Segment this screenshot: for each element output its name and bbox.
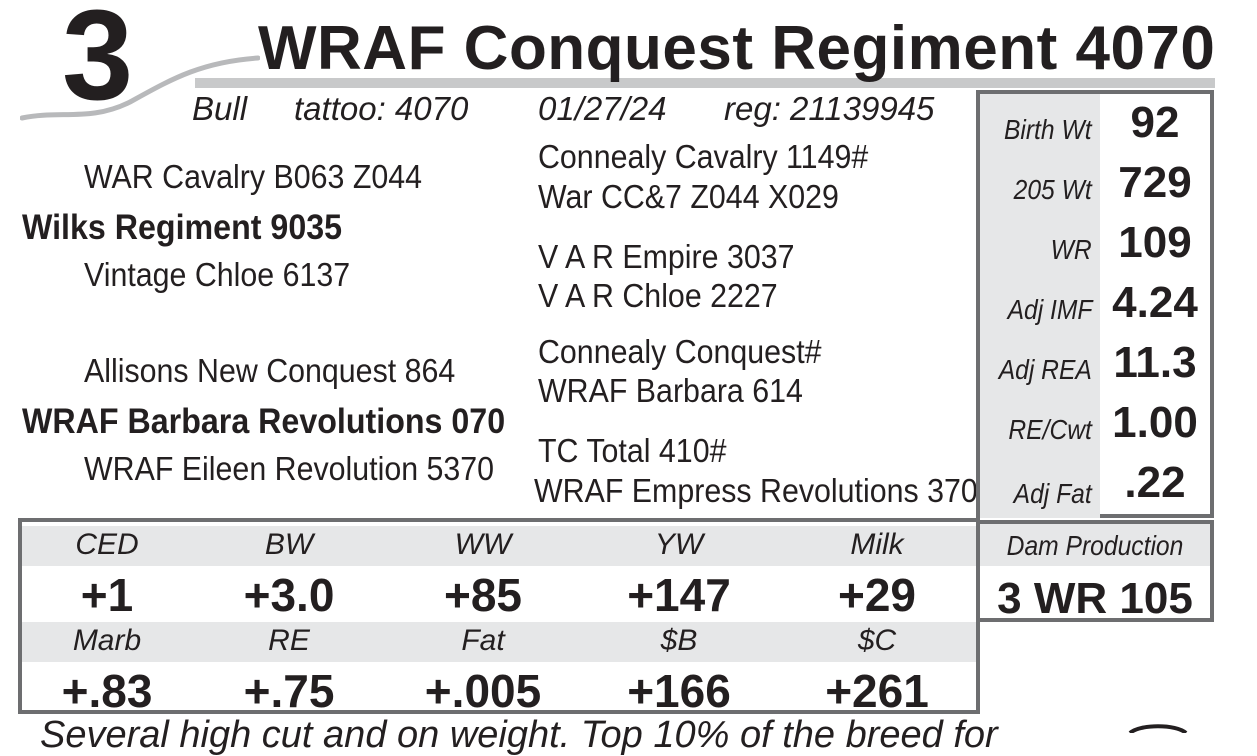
- pedigree-ss-dam: War CC&7 Z044 X029: [538, 178, 839, 215]
- epd-label-milk: Milk: [850, 528, 904, 561]
- stat-row-birth-wt: Birth Wt 92: [980, 94, 1210, 154]
- stat-label: WR: [1050, 234, 1092, 265]
- birth-date: 01/27/24: [538, 90, 667, 127]
- pedigree-sire-dam: Vintage Chloe 6137: [84, 256, 351, 293]
- epd-label-marb: Marb: [72, 624, 142, 657]
- stat-value: 1.00: [1112, 398, 1198, 447]
- epd-box: CED BW WW YW Milk +1 +3.0 +85 +147 +29 M…: [18, 518, 980, 717]
- pedigree-sd-sire: V A R Empire 3037: [538, 238, 795, 275]
- tattoo: tattoo: 4070: [294, 90, 469, 127]
- stat-value: .22: [1124, 458, 1186, 507]
- pedigree-dd-sire: TC Total 410#: [538, 432, 727, 469]
- epd-label-ww: WW: [454, 528, 512, 561]
- pedigree-sire-sire: WAR Cavalry B063 Z044: [84, 158, 423, 195]
- pedigree-ds-dam: WRAF Barbara 614: [538, 372, 803, 409]
- epd-value-bw: +3.0: [243, 569, 335, 621]
- epd-label-c: $C: [857, 624, 897, 657]
- pedigree-dam-sire: Allisons New Conquest 864: [84, 352, 456, 389]
- stat-value: 729: [1118, 158, 1192, 207]
- stat-label: 205 Wt: [1013, 174, 1092, 205]
- pedigree-ds-sire: Connealy Conquest#: [538, 333, 822, 370]
- logo-icon: [1128, 724, 1188, 733]
- swoosh-decoration: [20, 55, 260, 121]
- registration: reg: 21139945: [724, 90, 935, 127]
- epd-value-milk: +29: [837, 569, 917, 621]
- pedigree-dam-dam: WRAF Eileen Revolution 5370: [84, 450, 495, 487]
- stat-value: 109: [1118, 218, 1192, 267]
- stat-label: Birth Wt: [1004, 114, 1092, 145]
- dam-production-label: Dam Production: [1006, 530, 1184, 561]
- stat-row-adj-rea: Adj REA 11.3: [980, 334, 1210, 394]
- stat-row-adj-fat: Adj Fat .22: [980, 454, 1210, 518]
- title-rule: [195, 78, 1215, 88]
- stat-row-wr: WR 109: [980, 214, 1210, 274]
- stat-label: Adj REA: [998, 354, 1092, 385]
- lot-number: 3: [62, 0, 133, 127]
- pedigree-sire: Wilks Regiment 9035: [22, 208, 343, 247]
- epd-label-fat: Fat: [461, 624, 505, 657]
- stat-label: Adj Fat: [1013, 478, 1092, 509]
- stat-value: 92: [1130, 98, 1180, 147]
- epd-value-c: +261: [825, 665, 929, 717]
- dam-production-value: 3 WR 105: [997, 574, 1193, 623]
- stat-value: 4.24: [1112, 278, 1198, 327]
- pedigree-dam: WRAF Barbara Revolutions 070: [22, 402, 506, 441]
- epd-header-band-2: [22, 622, 976, 662]
- dam-production-box: Dam Production 3 WR 105: [976, 520, 1214, 623]
- epd-label-re: RE: [268, 624, 310, 657]
- stat-value: 11.3: [1113, 338, 1197, 387]
- stat-row-205-wt: 205 Wt 729: [980, 154, 1210, 214]
- animal-name: WRAF Conquest Regiment 4070: [258, 14, 1216, 83]
- epd-header-band-1: [22, 526, 976, 566]
- stat-label: RE/Cwt: [1008, 414, 1092, 445]
- stat-row-re-cwt: RE/Cwt 1.00: [980, 394, 1210, 454]
- stat-row-adj-imf: Adj IMF 4.24: [980, 274, 1210, 334]
- epd-value-yw: +147: [627, 569, 731, 621]
- footer-note: Several high cut and on weight. Top 10% …: [40, 714, 998, 756]
- pedigree-sd-dam: V A R Chloe 2227: [538, 277, 778, 314]
- epd-value-ww: +85: [443, 569, 523, 621]
- epd-value-fat: +.005: [424, 665, 542, 717]
- epd-value-re: +.75: [243, 665, 335, 717]
- pedigree-ss-sire: Connealy Cavalry 1149#: [538, 138, 869, 175]
- epd-label-ced: CED: [75, 528, 139, 561]
- sex: Bull: [192, 90, 248, 127]
- epd-label-yw: YW: [654, 528, 704, 561]
- epd-label-bw: BW: [264, 528, 314, 561]
- epd-value-ced: +1: [80, 569, 134, 621]
- epd-value-marb: +.83: [61, 665, 153, 717]
- stat-label: Adj IMF: [1007, 294, 1092, 325]
- epd-value-b: +166: [627, 665, 731, 717]
- pedigree-dd-dam: WRAF Empress Revolutions 370: [534, 472, 978, 509]
- epd-label-b: $B: [660, 624, 698, 657]
- performance-box: Birth Wt 92 205 Wt 729 WR 109 Adj IMF 4.…: [976, 90, 1214, 518]
